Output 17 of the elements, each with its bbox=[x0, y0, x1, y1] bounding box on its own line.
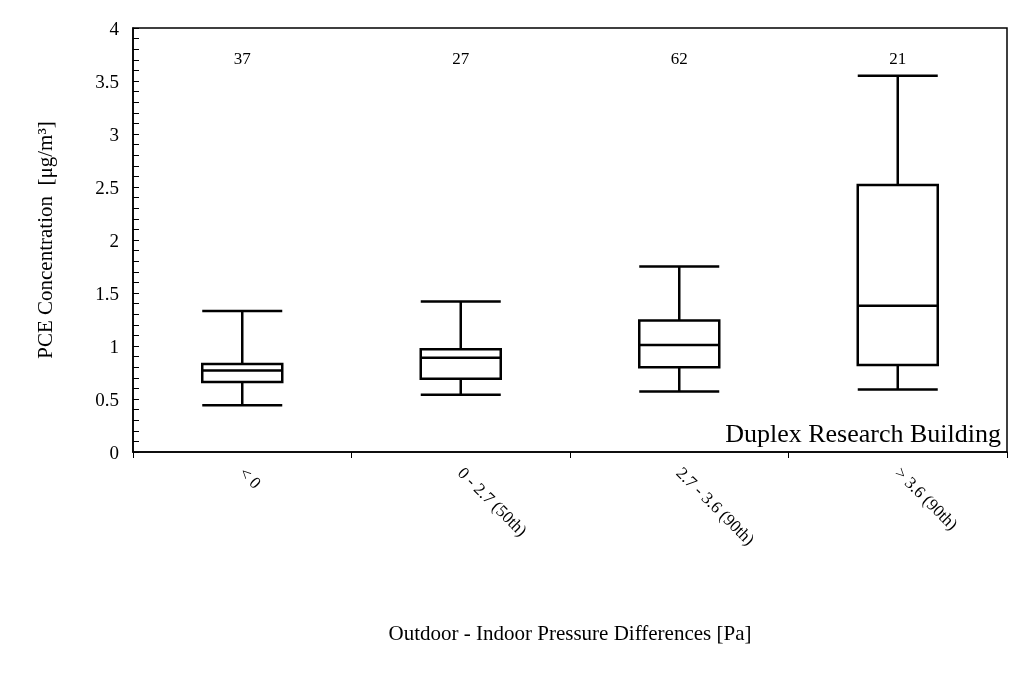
y-tick-label: 0.5 bbox=[95, 388, 119, 410]
y-tick-label: 2.5 bbox=[95, 176, 119, 198]
y-tick-label: 1 bbox=[109, 335, 119, 357]
y-tick-label: 0 bbox=[109, 441, 119, 463]
y-axis-title: PCE Concentration [μg/m³] bbox=[32, 121, 57, 359]
x-axis-title: Outdoor - Indoor Pressure Differences [Pa] bbox=[388, 620, 752, 645]
annotation: 27 bbox=[452, 48, 470, 68]
annotation: 21 bbox=[889, 48, 907, 68]
y-tick-label: 4 bbox=[109, 17, 120, 39]
y-tick-label: 2 bbox=[109, 229, 119, 251]
annotation: 37 bbox=[233, 48, 252, 68]
y-tick-label: 1.5 bbox=[95, 282, 119, 304]
x-tick-label: < 0 bbox=[235, 463, 265, 493]
annotation: Duplex Research Building bbox=[725, 418, 1002, 448]
annotation: 62 bbox=[670, 48, 688, 68]
y-tick-label: 3.5 bbox=[95, 70, 119, 92]
y-tick-label: 3 bbox=[109, 123, 119, 145]
